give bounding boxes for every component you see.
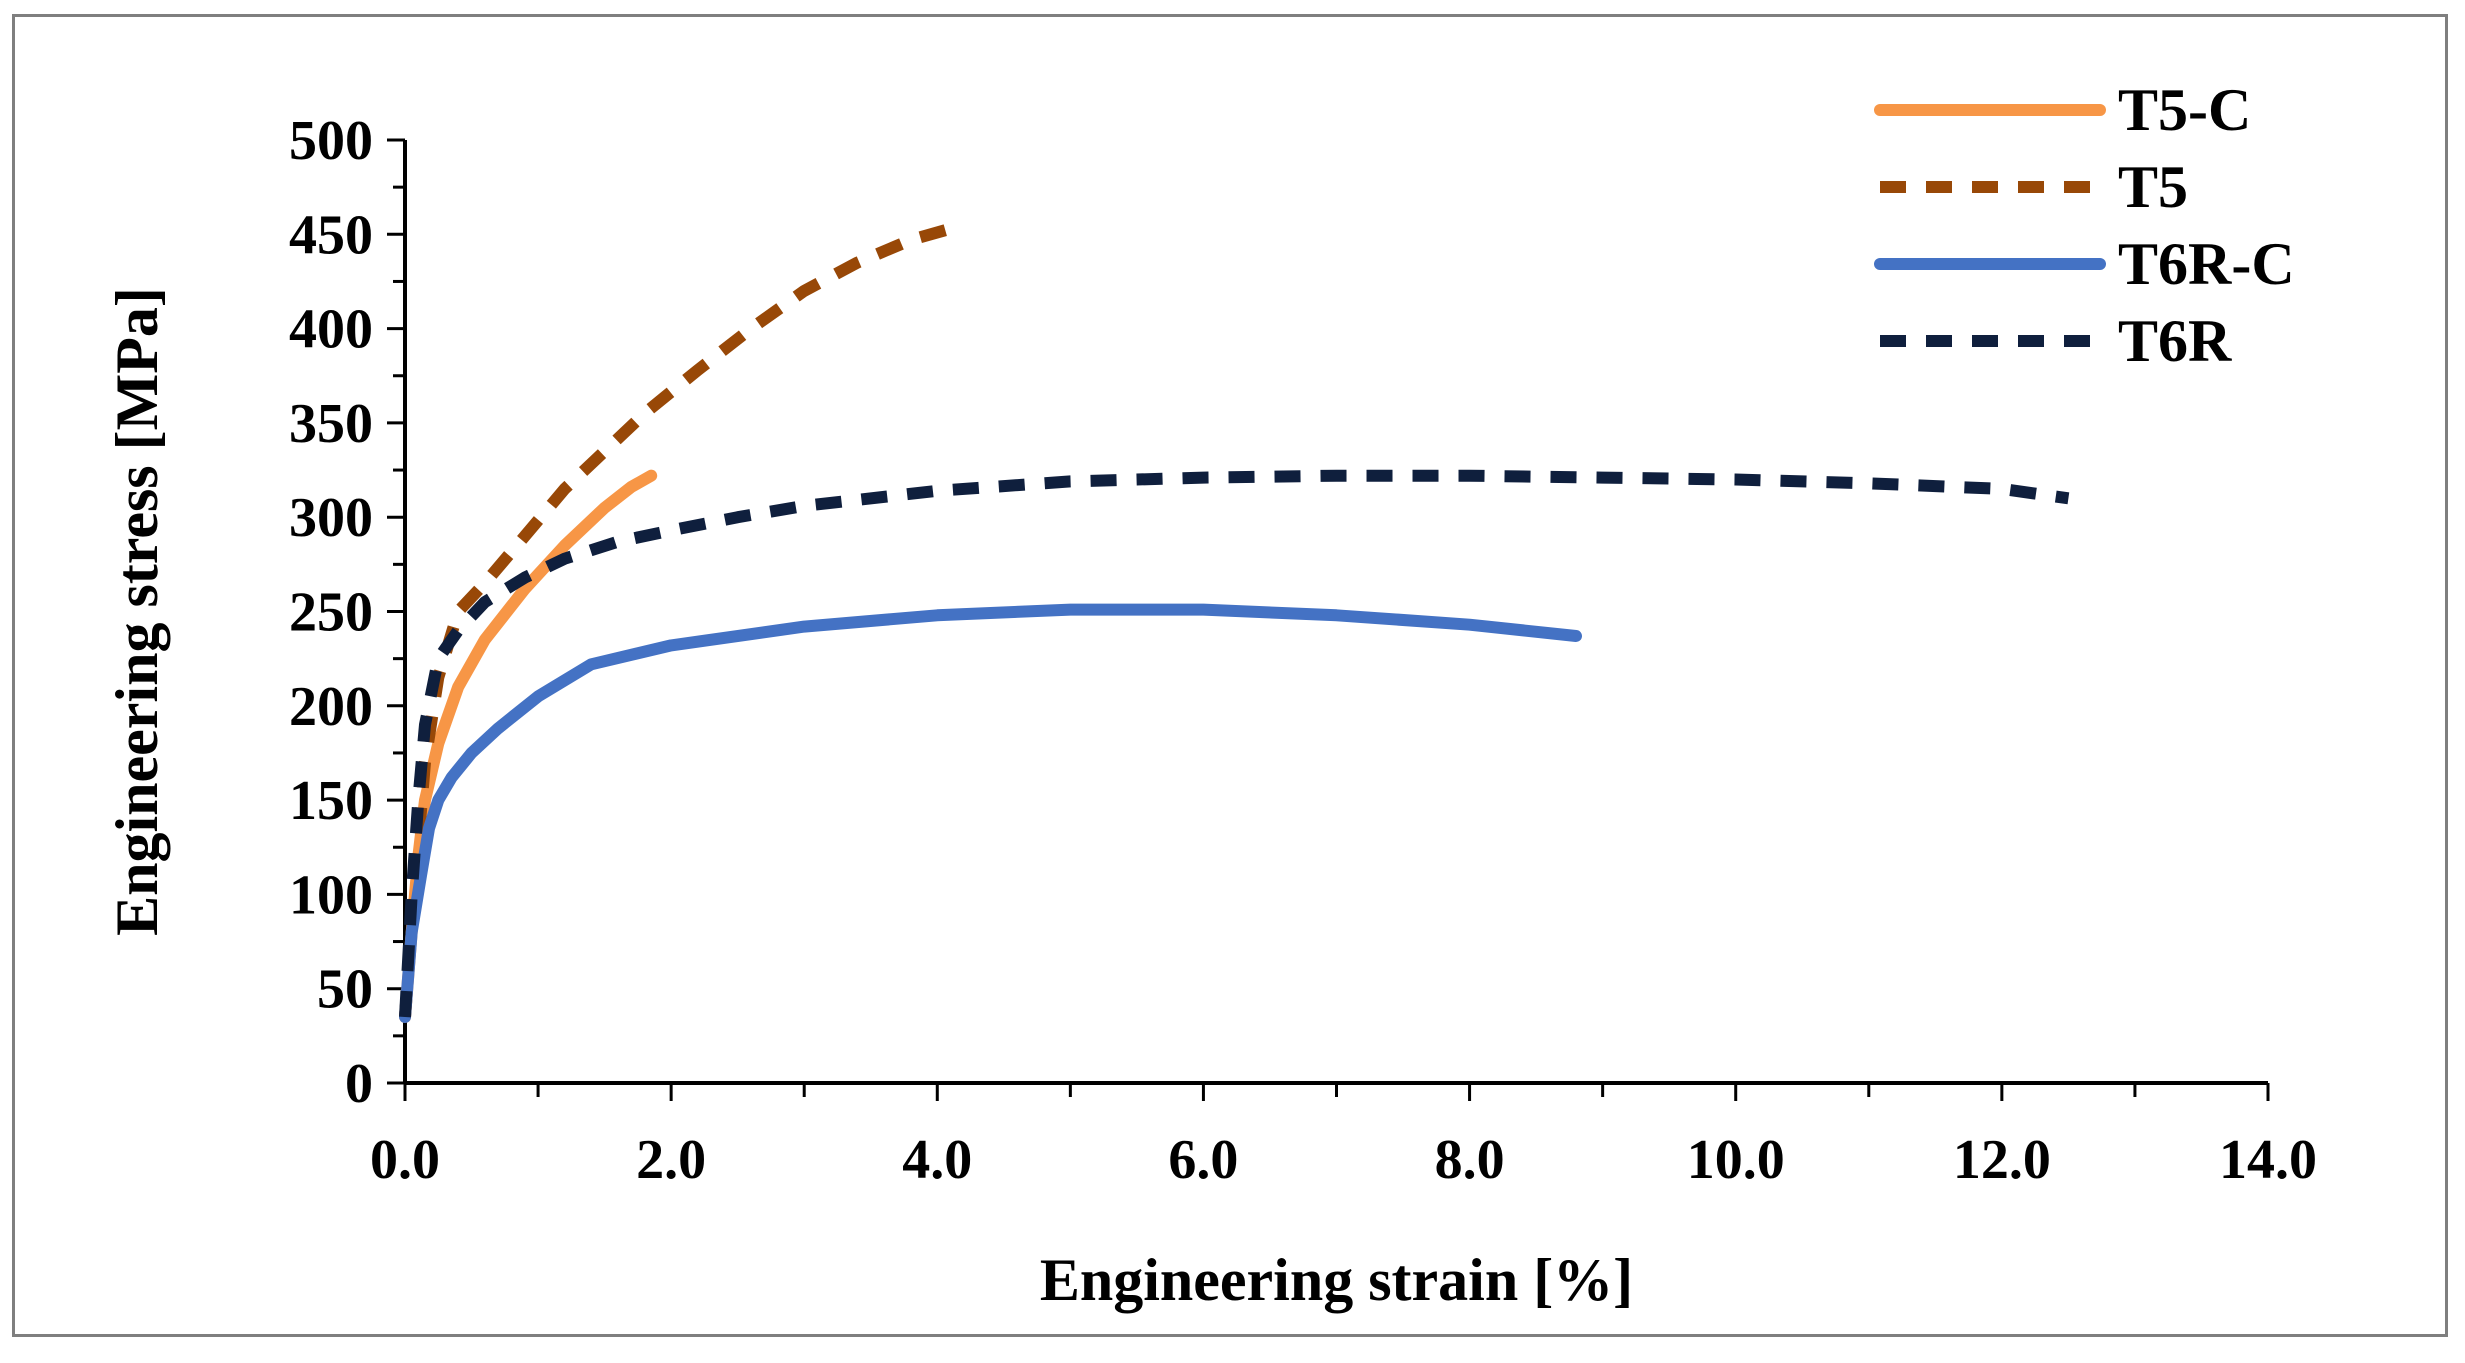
x-tick-label: 6.0 [1168, 1129, 1238, 1191]
y-tick-label: 50 [317, 959, 373, 1021]
y-tick-label: 200 [289, 676, 373, 738]
x-axis-title: Engineering strain [%] [1040, 1247, 1633, 1313]
x-tick-label: 0.0 [370, 1129, 440, 1191]
legend-label-t6r: T6R [2118, 308, 2232, 374]
x-tick-label: 2.0 [636, 1129, 706, 1191]
legend: T5-C T5 T6R-C T6R [1874, 77, 2295, 374]
y-tick-label: 250 [289, 582, 373, 644]
y-tick-label: 300 [289, 487, 373, 549]
y-tick-label: 100 [289, 864, 373, 926]
x-tick-label: 4.0 [902, 1129, 972, 1191]
x-tick-label: 14.0 [2219, 1129, 2317, 1191]
legend-label-t5: T5 [2118, 154, 2188, 220]
y-tick-label: 450 [289, 204, 373, 266]
series-line-t6r [399, 469, 2070, 1018]
y-tick-label: 0 [345, 1053, 373, 1115]
series-line-t6r-c [399, 603, 1582, 1023]
series-layer [399, 219, 2070, 1023]
x-tick-label: 12.0 [1953, 1129, 2051, 1191]
y-tick-label: 500 [289, 110, 373, 172]
series-line-t5-c [399, 469, 658, 1023]
legend-label-t6r-c: T6R-C [2118, 231, 2295, 297]
y-tick-label: 150 [289, 770, 373, 832]
y-axis-title: Engineering stress [MPa] [104, 287, 170, 936]
chart-frame [12, 14, 2448, 1337]
x-tick-label: 8.0 [1435, 1129, 1505, 1191]
x-tick-label: 10.0 [1687, 1129, 1785, 1191]
y-tick-label: 350 [289, 393, 373, 455]
y-tick-label: 400 [289, 299, 373, 361]
axes: 0 50 100 150 200 250 300 350 400 450 500 0.0 2.0 4.0 6… [289, 110, 2317, 1191]
legend-label-t5-c: T5-C [2118, 77, 2251, 143]
